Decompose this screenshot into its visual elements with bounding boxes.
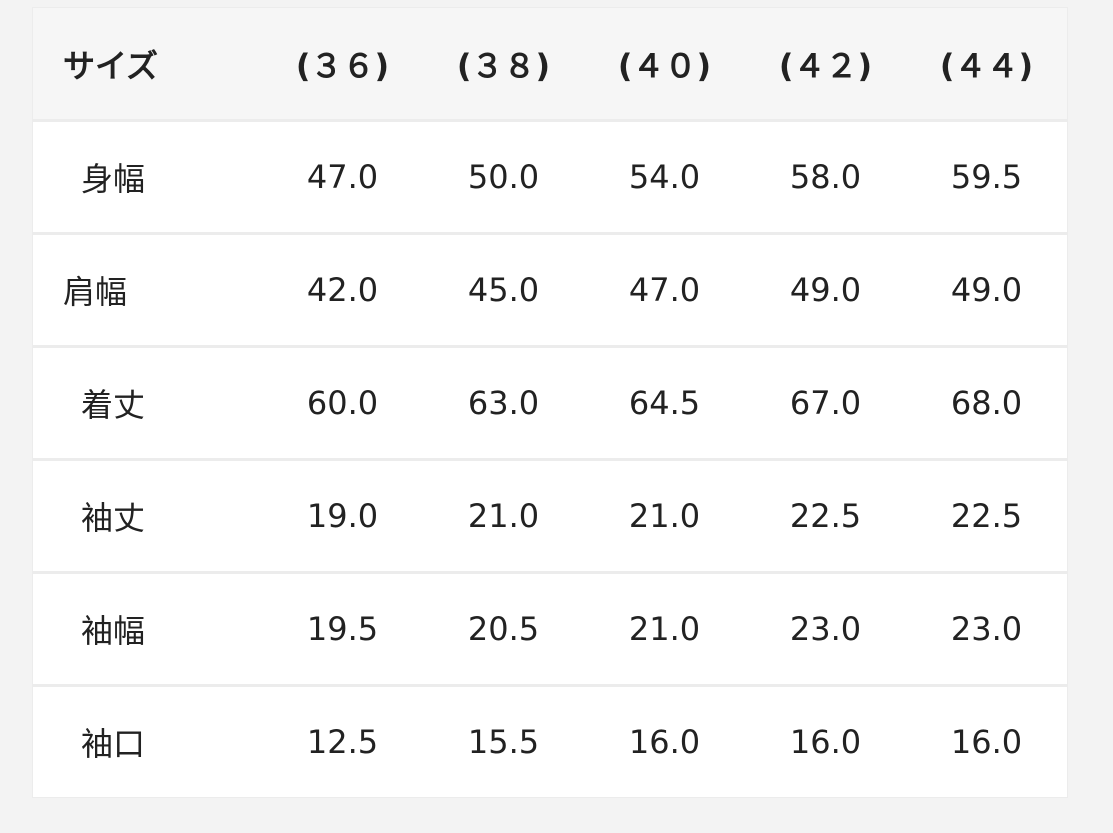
measurement-cell: 21.0	[628, 610, 701, 648]
measurement-cell: 16.0	[789, 723, 862, 761]
header-size: (３６)	[295, 46, 390, 85]
row-label: 袖丈	[81, 499, 146, 537]
measurement-cell: 15.5	[467, 723, 540, 761]
measurement-cell: 47.0	[628, 271, 701, 309]
measurement-cell: 58.0	[789, 158, 862, 196]
header-label: サイズ	[63, 46, 159, 85]
measurement-cell: 21.0	[467, 497, 540, 535]
header-size: (４２)	[778, 46, 873, 85]
row-label: 着丈	[81, 386, 146, 424]
measurement-cell: 49.0	[950, 271, 1023, 309]
measurement-cell: 59.5	[950, 158, 1023, 196]
measurement-cell: 60.0	[306, 384, 379, 422]
measurement-cell: 23.0	[789, 610, 862, 648]
measurement-cell: 63.0	[467, 384, 540, 422]
measurement-cell: 42.0	[306, 271, 379, 309]
row-label: 身幅	[81, 160, 146, 198]
measurement-cell: 16.0	[628, 723, 701, 761]
measurement-cell: 12.5	[306, 723, 379, 761]
measurement-cell: 19.5	[306, 610, 379, 648]
measurement-cell: 19.0	[306, 497, 379, 535]
size-table: サイズ (３６) (３８) (４０) (４２) (４４) 身幅 47.0 50.0 5…	[32, 7, 1068, 798]
measurement-cell: 47.0	[306, 158, 379, 196]
header-size: (３８)	[456, 46, 551, 85]
measurement-cell: 21.0	[628, 497, 701, 535]
header-size: (４０)	[617, 46, 712, 85]
measurement-cell: 22.5	[950, 497, 1023, 535]
measurement-cell: 67.0	[789, 384, 862, 422]
table-header-row: サイズ (３６) (３８) (４０) (４２) (４４)	[33, 8, 1067, 119]
measurement-cell: 23.0	[950, 610, 1023, 648]
measurement-cell: 49.0	[789, 271, 862, 309]
measurement-cell: 54.0	[628, 158, 701, 196]
row-label: 肩幅	[63, 273, 128, 311]
table-row: 袖幅 19.5 20.5 21.0 23.0 23.0	[33, 574, 1067, 684]
row-label: 袖口	[81, 725, 146, 763]
measurement-cell: 16.0	[950, 723, 1023, 761]
measurement-cell: 20.5	[467, 610, 540, 648]
measurement-cell: 68.0	[950, 384, 1023, 422]
measurement-cell: 50.0	[467, 158, 540, 196]
table-row: 着丈 60.0 63.0 64.5 67.0 68.0	[33, 348, 1067, 458]
table-row: 肩幅 42.0 45.0 47.0 49.0 49.0	[33, 235, 1067, 345]
table-row: 袖丈 19.0 21.0 21.0 22.5 22.5	[33, 461, 1067, 571]
measurement-cell: 45.0	[467, 271, 540, 309]
measurement-cell: 64.5	[628, 384, 701, 422]
table-row: 袖口 12.5 15.5 16.0 16.0 16.0	[33, 687, 1067, 797]
table-row: 身幅 47.0 50.0 54.0 58.0 59.5	[33, 122, 1067, 232]
header-size: (４４)	[939, 46, 1034, 85]
measurement-cell: 22.5	[789, 497, 862, 535]
row-label: 袖幅	[81, 612, 146, 650]
